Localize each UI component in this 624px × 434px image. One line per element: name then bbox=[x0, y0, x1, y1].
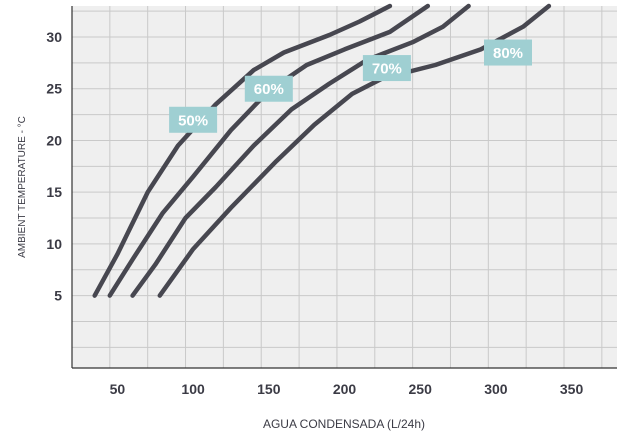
x-tick-label: 300 bbox=[484, 381, 508, 397]
x-tick-label: 200 bbox=[333, 381, 357, 397]
y-axis-title: AMBIENT TEMPERATURE - °C bbox=[17, 116, 28, 258]
x-tick-label: 150 bbox=[257, 381, 281, 397]
curve-label-background bbox=[244, 75, 293, 102]
y-tick-label: 15 bbox=[46, 184, 62, 200]
x-axis-ticks: 50 100 150 200 250 300 350 bbox=[110, 381, 584, 397]
curve-label-background bbox=[362, 55, 411, 82]
y-tick-label: 20 bbox=[46, 132, 62, 148]
y-tick-label: 10 bbox=[46, 236, 62, 252]
curve-label-50-percent: 50% bbox=[169, 106, 218, 133]
y-axis-ticks: 5 10 15 20 25 30 bbox=[46, 29, 62, 304]
x-tick-label: 100 bbox=[181, 381, 205, 397]
curve-label-text: 70% bbox=[372, 61, 402, 78]
x-tick-label: 50 bbox=[110, 381, 126, 397]
x-tick-label: 350 bbox=[560, 381, 584, 397]
curve-labels: 50% 60% 70% 80% bbox=[169, 39, 532, 133]
y-tick-label: 5 bbox=[54, 288, 62, 304]
curve-label-background bbox=[169, 106, 218, 133]
curve-label-70-percent: 70% bbox=[362, 55, 411, 82]
curve-label-background bbox=[484, 39, 532, 66]
curve-label-80-percent: 80% bbox=[484, 39, 532, 66]
x-axis-title: AGUA CONDENSADA (L/24h) bbox=[263, 417, 425, 431]
x-tick-label: 250 bbox=[409, 381, 433, 397]
curve-50-percent bbox=[92, 3, 393, 298]
y-tick-label: 30 bbox=[46, 29, 62, 45]
curve-label-60-percent: 60% bbox=[244, 75, 293, 102]
y-tick-label: 25 bbox=[46, 81, 62, 97]
curve-60-percent bbox=[107, 3, 431, 298]
curve-label-text: 50% bbox=[178, 112, 208, 129]
curve-70-percent bbox=[130, 3, 471, 298]
curve-label-text: 60% bbox=[254, 81, 284, 98]
curve-label-text: 80% bbox=[493, 45, 523, 62]
